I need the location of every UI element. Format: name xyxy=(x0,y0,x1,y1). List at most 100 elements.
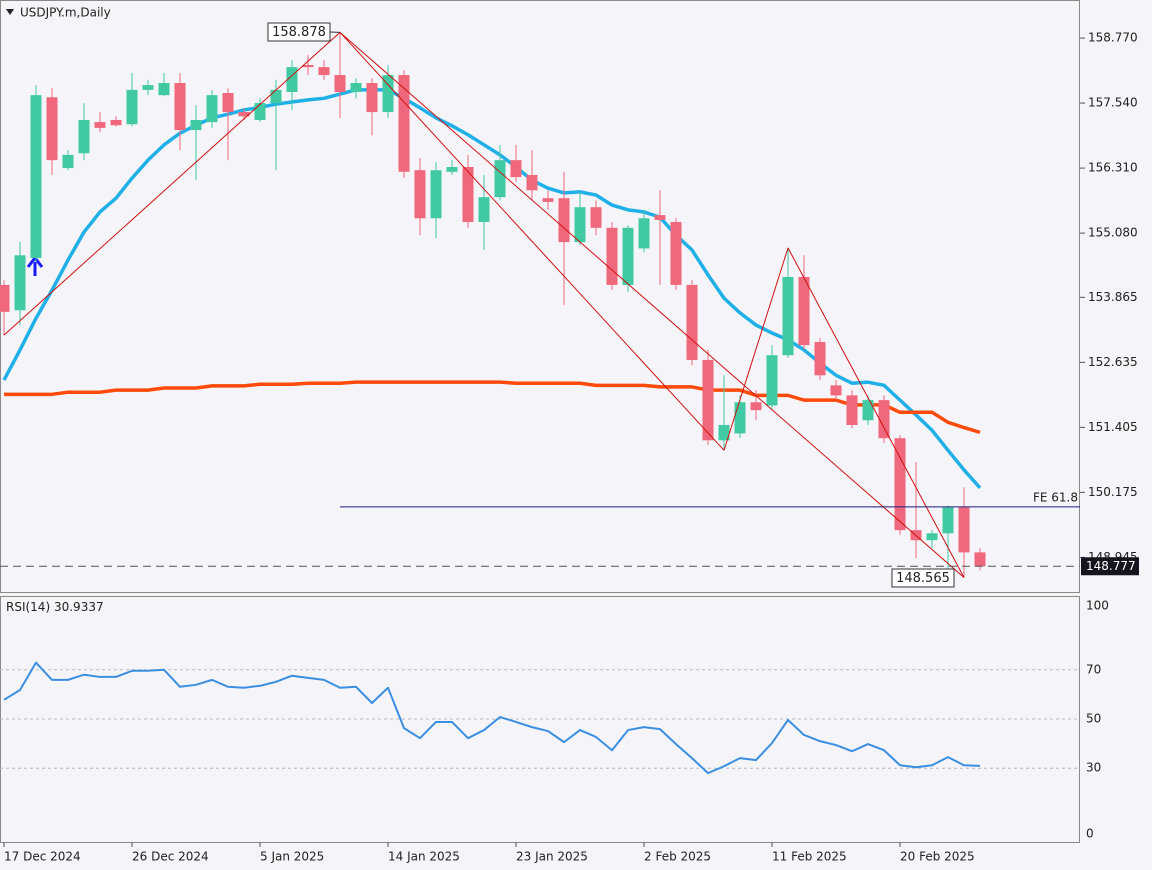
zigzag-line xyxy=(787,247,965,578)
zigzag-line xyxy=(339,32,725,451)
candle-body xyxy=(62,154,74,169)
candle-body xyxy=(414,170,426,219)
candle-body xyxy=(750,402,762,411)
high-box xyxy=(267,22,331,42)
y-tick-label: 158.770 xyxy=(1088,31,1138,45)
candle-body xyxy=(606,227,618,285)
buy-arrow xyxy=(26,255,44,276)
x-tick-label: 26 Dec 2024 xyxy=(132,850,209,864)
candle-body xyxy=(78,119,90,154)
candle-body xyxy=(702,359,714,441)
candle-body xyxy=(814,341,826,376)
candle-body xyxy=(830,385,842,396)
candle-body xyxy=(398,75,410,172)
candle-body xyxy=(446,167,458,172)
candle-body xyxy=(190,119,202,131)
candle-body xyxy=(622,227,634,285)
candle-body xyxy=(590,207,602,228)
candle-body xyxy=(318,67,330,76)
low-label: 148.565 xyxy=(896,571,950,586)
candle-body xyxy=(782,276,794,356)
rsi-line xyxy=(3,661,981,775)
x-tick-label: 5 Jan 2025 xyxy=(260,850,324,864)
candle-body xyxy=(382,75,394,113)
candle-body xyxy=(654,215,666,220)
candle-body xyxy=(238,112,250,117)
candle-body xyxy=(494,160,506,198)
high-label: 158.878 xyxy=(272,25,326,40)
y-tick-label: 156.310 xyxy=(1088,161,1138,175)
candle-body xyxy=(142,85,154,90)
candle-body xyxy=(686,284,698,360)
candle-body xyxy=(0,284,10,312)
x-tick-label: 14 Jan 2025 xyxy=(388,850,460,864)
candle-body xyxy=(670,222,682,285)
candle-body xyxy=(766,355,778,406)
y-tick-label: 157.540 xyxy=(1088,96,1138,110)
chart-title: USDJPY.m,Daily xyxy=(20,6,111,20)
y-tick-label: 150.175 xyxy=(1088,485,1138,499)
candle-body xyxy=(846,395,858,425)
candle-body xyxy=(110,119,122,126)
candle-body xyxy=(126,89,138,125)
x-tick-label: 23 Jan 2025 xyxy=(516,850,588,864)
candle-body xyxy=(462,167,474,222)
fe-label: FE 61.8 xyxy=(1033,490,1078,504)
y-tick-label: 153.865 xyxy=(1088,290,1138,304)
menu-triangle xyxy=(6,9,14,15)
rsi-header: RSI(14) 30.9337 xyxy=(6,600,104,614)
candle-body xyxy=(254,103,266,120)
candle-body xyxy=(270,89,282,104)
current-price-label: 148.777 xyxy=(1086,559,1136,573)
candle-body xyxy=(878,400,890,439)
candle-body xyxy=(718,424,730,441)
x-tick-label: 20 Feb 2025 xyxy=(900,850,975,864)
candle-body xyxy=(14,255,26,311)
candle-body xyxy=(974,552,986,567)
candle-body xyxy=(350,82,362,92)
rsi-title: RSI(14) xyxy=(6,600,50,614)
candle-body xyxy=(46,97,58,161)
candle-body xyxy=(894,438,906,531)
candle-body xyxy=(958,507,970,553)
candle-body xyxy=(526,174,538,191)
zigzag-line xyxy=(339,31,965,578)
low-box xyxy=(891,568,955,588)
y-tick-label: 100 xyxy=(1086,599,1109,613)
zigzag-line xyxy=(723,247,789,451)
zigzag-line xyxy=(3,31,341,336)
candle-body xyxy=(558,198,570,243)
y-tick-label: 0 xyxy=(1086,827,1094,841)
x-tick-label: 11 Feb 2025 xyxy=(772,850,847,864)
y-tick-label: 152.635 xyxy=(1088,355,1138,369)
y-tick-label: 155.080 xyxy=(1088,226,1138,240)
candle-body xyxy=(862,400,874,421)
candle-body xyxy=(734,402,746,434)
y-tick-label: 70 xyxy=(1086,662,1101,676)
candle-body xyxy=(94,122,106,128)
candle-body xyxy=(542,198,554,202)
candle-body xyxy=(510,160,522,178)
y-tick-label: 50 xyxy=(1086,712,1101,726)
x-tick-label: 17 Dec 2024 xyxy=(4,850,81,864)
candle-body xyxy=(206,95,218,123)
candle-body xyxy=(334,75,346,92)
rsi-value: 30.9337 xyxy=(54,600,104,614)
candle-body xyxy=(174,82,186,131)
candle-body xyxy=(286,67,298,92)
candle-body xyxy=(158,82,170,96)
candle-body xyxy=(30,95,42,258)
candle-body xyxy=(926,533,938,541)
candle-body xyxy=(222,93,234,113)
candle-body xyxy=(798,276,810,346)
moving-average xyxy=(4,380,981,435)
y-tick-label: 30 xyxy=(1086,761,1101,775)
current-price-box xyxy=(1081,557,1139,576)
candle-body xyxy=(638,218,650,249)
candle-body xyxy=(366,82,378,113)
candle-body xyxy=(302,65,314,68)
x-tick-label: 2 Feb 2025 xyxy=(644,850,711,864)
candle-body xyxy=(942,507,954,534)
